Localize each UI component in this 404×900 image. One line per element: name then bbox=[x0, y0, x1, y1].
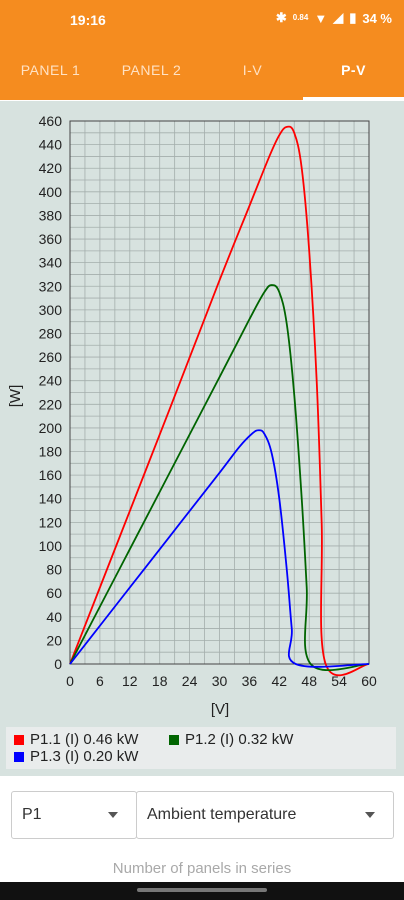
active-tab-indicator bbox=[303, 97, 404, 101]
status-time: 19:16 bbox=[70, 12, 106, 28]
parameter-select[interactable]: Ambient temperature bbox=[136, 791, 394, 839]
x-tick-label: 6 bbox=[96, 673, 104, 689]
tab-panel-2[interactable]: PANEL 2 bbox=[121, 62, 182, 78]
y-tick-label: 340 bbox=[39, 255, 63, 271]
y-tick-labels: 0 20 40 60 80 100 120 140 160 180 200 220 240 260 280 3… bbox=[39, 113, 63, 672]
y-tick-label: 20 bbox=[46, 632, 62, 648]
chart-series bbox=[69, 125, 370, 677]
system-nav-bar bbox=[0, 882, 404, 900]
tab-panel-1[interactable]: PANEL 1 bbox=[20, 62, 81, 78]
series-line-2 bbox=[69, 284, 370, 672]
bluetooth-icon: ✱ bbox=[275, 10, 287, 25]
panel-select[interactable]: P1 bbox=[11, 791, 137, 839]
home-handle[interactable] bbox=[137, 888, 267, 892]
battery-level: 34 % bbox=[362, 10, 392, 26]
y-tick-label: 280 bbox=[39, 325, 63, 341]
legend-label: P1.3 (I) 0.20 kW bbox=[30, 748, 139, 765]
parameter-select-value: Ambient temperature bbox=[147, 806, 297, 823]
y-tick-label: 140 bbox=[39, 491, 63, 507]
y-tick-label: 0 bbox=[54, 656, 62, 672]
y-tick-label: 320 bbox=[39, 278, 63, 294]
y-tick-label: 460 bbox=[39, 113, 63, 129]
tab-bar: PANEL 1 PANEL 2 I-V P-V bbox=[0, 40, 404, 100]
y-tick-label: 60 bbox=[46, 585, 62, 601]
chart-area: 0 20 40 60 80 100 120 140 160 180 200 220 240 260 280 3… bbox=[0, 101, 404, 776]
panel-select-value: P1 bbox=[22, 806, 42, 823]
x-tick-label: 36 bbox=[242, 673, 258, 689]
y-tick-label: 440 bbox=[39, 137, 63, 153]
x-tick-label: 12 bbox=[122, 673, 138, 689]
wifi-icon: ▼ bbox=[314, 10, 328, 26]
y-tick-label: 400 bbox=[39, 184, 63, 200]
legend-swatch-blue bbox=[14, 751, 24, 762]
y-tick-label: 360 bbox=[39, 231, 63, 247]
x-tick-labels: 0 6 12 18 24 30 36 42 48 54 60 bbox=[66, 673, 377, 689]
y-tick-label: 420 bbox=[39, 160, 63, 176]
x-tick-label: 48 bbox=[301, 673, 317, 689]
y-tick-label: 260 bbox=[39, 349, 63, 365]
y-axis-label: [W] bbox=[7, 385, 24, 408]
controls-panel: P1 Ambient temperature bbox=[0, 776, 404, 900]
pv-chart[interactable]: 0204060801001201401601802002202402602803… bbox=[0, 101, 404, 776]
x-tick-label: 18 bbox=[152, 673, 168, 689]
status-bar: 19:16 ✱ 0.84 ▼ ◢ ▮ 34 % bbox=[0, 0, 404, 40]
x-tick-label: 0 bbox=[66, 673, 74, 689]
chart-legend: P1.1 (I) 0.46 kW P1.2 (I) 0.32 kW P1.3 (… bbox=[6, 727, 396, 769]
chart-grid bbox=[69, 120, 370, 665]
chevron-down-icon bbox=[108, 812, 118, 818]
x-tick-label: 30 bbox=[212, 673, 228, 689]
series-line-3 bbox=[69, 429, 370, 668]
tab-p-v[interactable]: P-V bbox=[341, 62, 366, 78]
status-icons: ✱ 0.84 ▼ ◢ ▮ 34 % bbox=[276, 10, 392, 26]
y-tick-label: 100 bbox=[39, 538, 63, 554]
y-tick-label: 200 bbox=[39, 420, 63, 436]
y-tick-label: 240 bbox=[39, 373, 63, 389]
helper-text: Number of panels in series bbox=[112, 860, 292, 877]
legend-item-p1-2: P1.2 (I) 0.32 kW bbox=[169, 731, 293, 748]
y-tick-label: 220 bbox=[39, 396, 63, 412]
legend-swatch-green bbox=[169, 734, 179, 745]
signal-icon: ◢ bbox=[333, 10, 344, 25]
y-tick-label: 300 bbox=[39, 302, 63, 318]
plot-border bbox=[69, 120, 370, 665]
y-tick-label: 380 bbox=[39, 207, 63, 223]
legend-item-p1-3: P1.3 (I) 0.20 kW bbox=[14, 748, 138, 765]
y-tick-label: 120 bbox=[39, 514, 63, 530]
data-rate-label: 0.84 bbox=[292, 13, 309, 22]
y-tick-label: 40 bbox=[46, 609, 62, 625]
battery-icon: ▮ bbox=[349, 10, 357, 25]
legend-item-p1-1: P1.1 (I) 0.46 kW bbox=[14, 731, 138, 748]
y-tick-label: 160 bbox=[39, 467, 63, 483]
series-line-1 bbox=[69, 125, 370, 677]
x-tick-label: 54 bbox=[331, 673, 347, 689]
legend-label: P1.1 (I) 0.46 kW bbox=[30, 731, 139, 748]
legend-swatch-red bbox=[14, 734, 24, 745]
x-tick-label: 42 bbox=[272, 673, 288, 689]
y-tick-label: 180 bbox=[39, 444, 63, 460]
tab-i-v[interactable]: I-V bbox=[242, 62, 263, 78]
legend-label: P1.2 (I) 0.32 kW bbox=[185, 731, 294, 748]
x-tick-label: 24 bbox=[182, 673, 198, 689]
y-tick-label: 80 bbox=[46, 562, 62, 578]
chevron-down-icon bbox=[365, 812, 375, 818]
x-tick-label: 60 bbox=[361, 673, 377, 689]
x-axis-label: [V] bbox=[211, 701, 229, 718]
